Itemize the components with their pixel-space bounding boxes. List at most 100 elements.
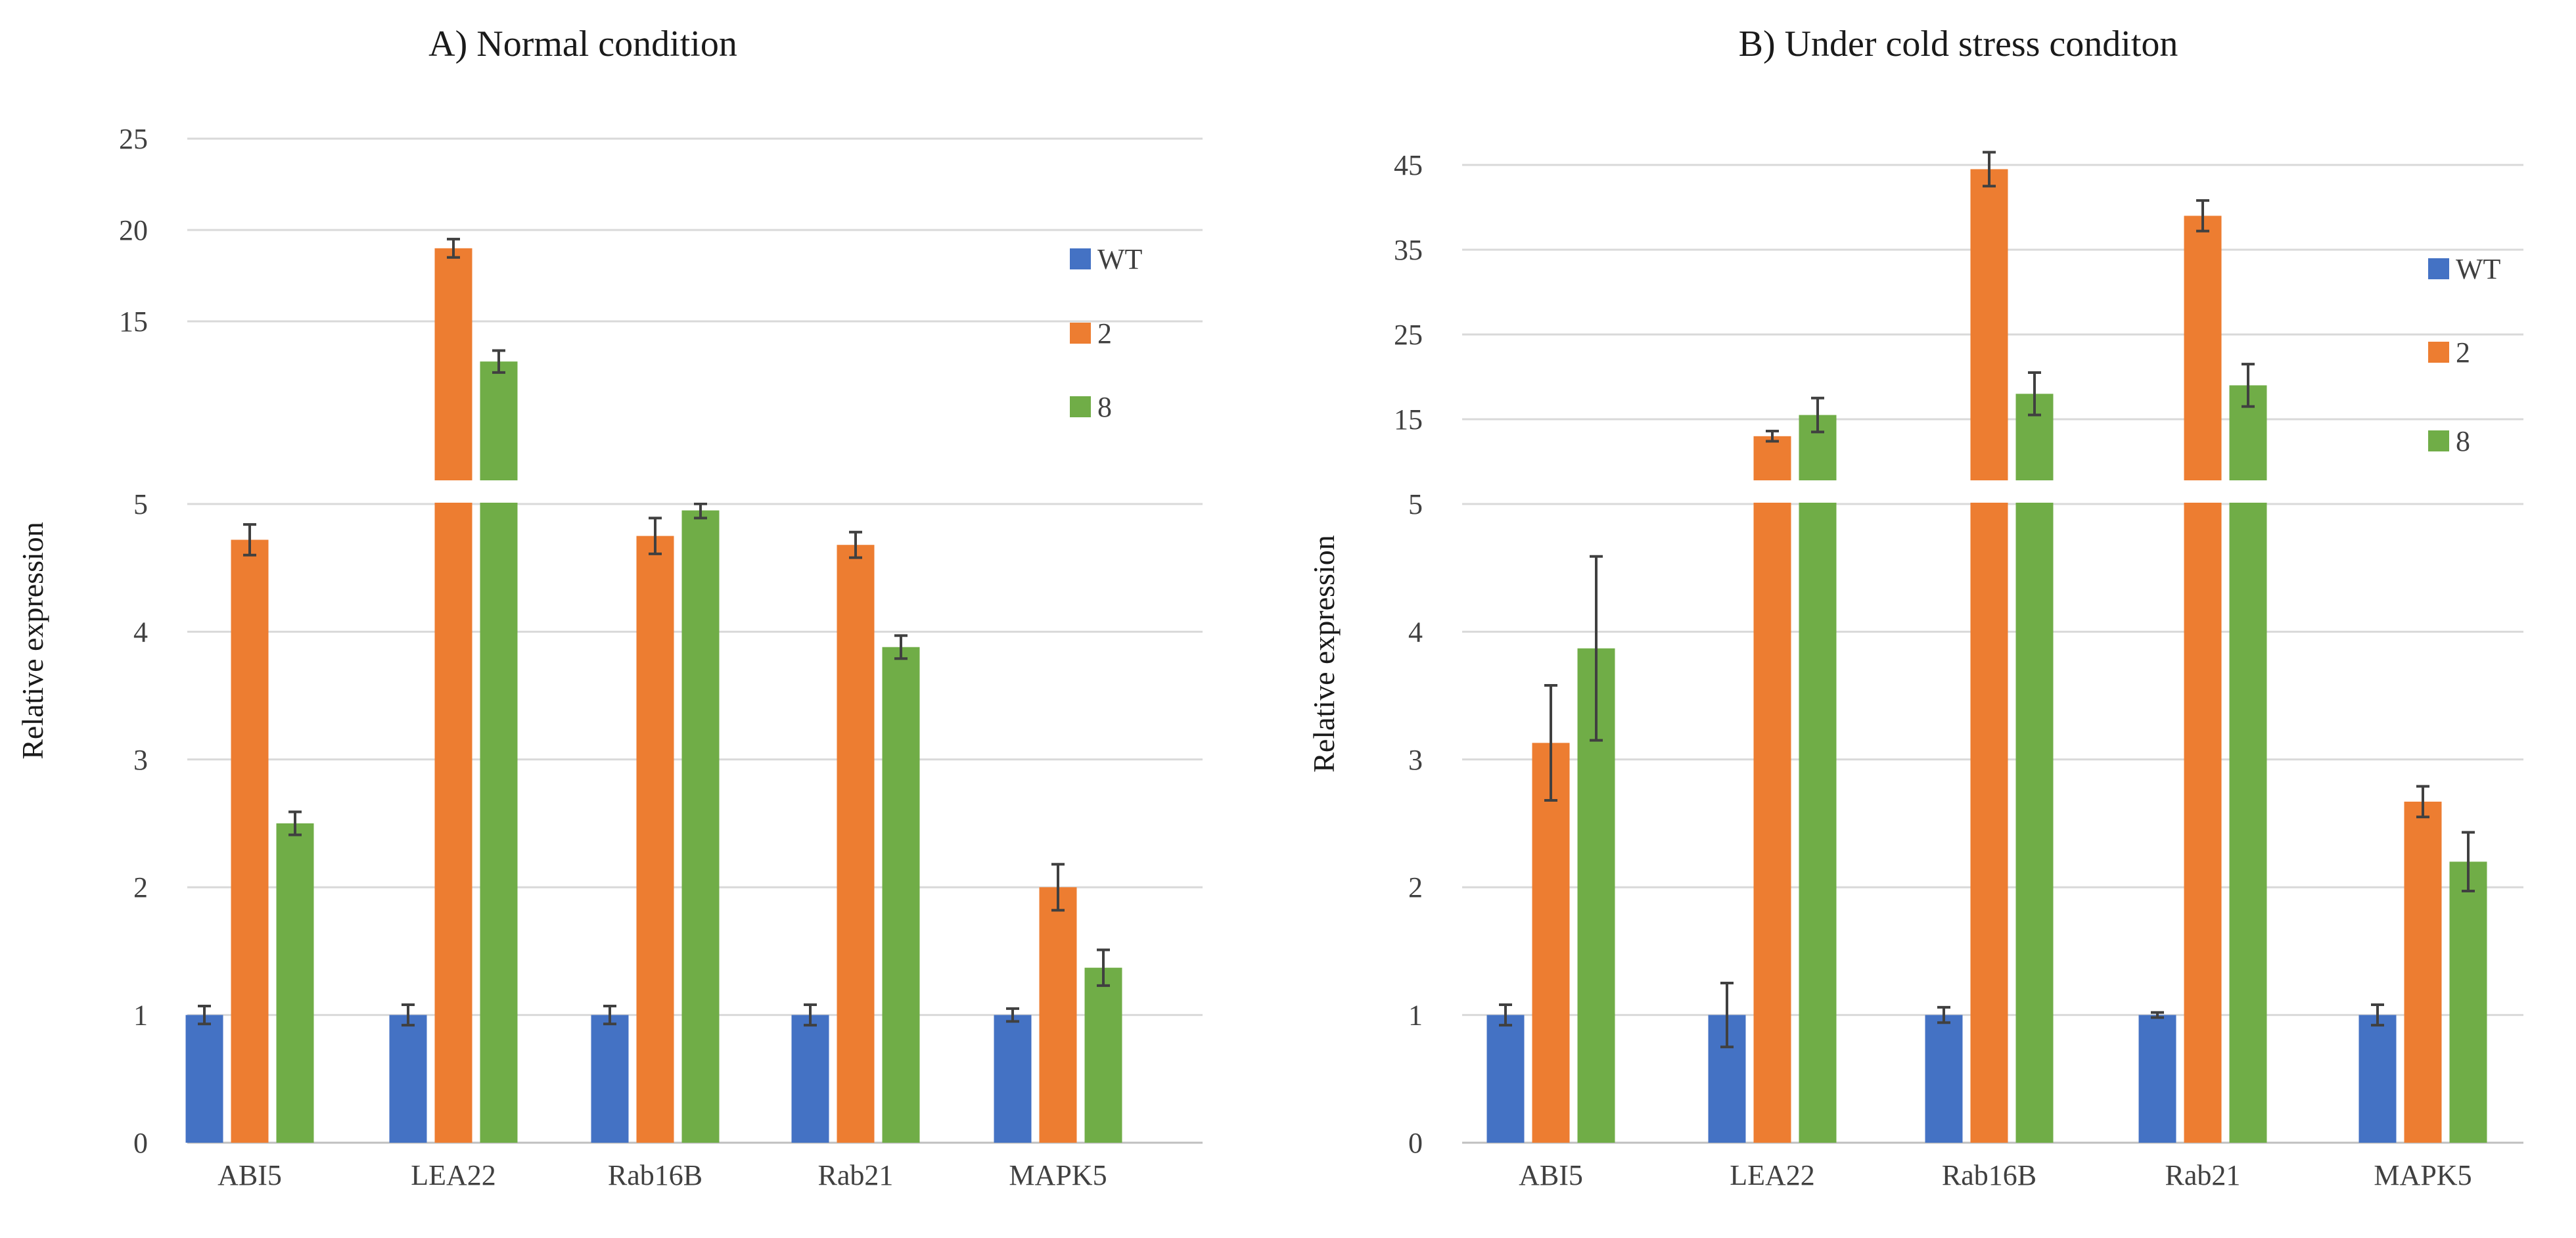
bar-rab16b-wt xyxy=(591,1015,629,1143)
bar-lea22-8 xyxy=(1799,415,1837,1143)
bar-lea22-8 xyxy=(480,361,518,1143)
x-tick-label: Rab16B xyxy=(608,1159,702,1191)
error-bar xyxy=(1097,948,1110,987)
legend-swatch xyxy=(1070,396,1091,417)
x-tick-label: ABI5 xyxy=(1519,1159,1583,1191)
legend-label: 8 xyxy=(2456,425,2470,457)
error-bar xyxy=(2462,831,2475,893)
error-bar xyxy=(243,523,256,557)
bar-mapk5-wt xyxy=(2358,1015,2397,1143)
legend-swatch xyxy=(2428,258,2449,279)
y-tick-label: 5 xyxy=(1408,488,1423,520)
x-tick-label: Rab21 xyxy=(2165,1159,2241,1191)
bar-lea22-2 xyxy=(1753,436,1791,1143)
legend-swatch xyxy=(2428,342,2449,363)
y-tick-label: 25 xyxy=(1394,319,1423,351)
error-bar xyxy=(2242,363,2255,408)
chart-title: A) Normal condition xyxy=(428,24,737,64)
bar-lea22-2 xyxy=(434,248,472,1143)
x-tick-label: Rab21 xyxy=(818,1159,894,1191)
error-bar xyxy=(1937,1005,1950,1024)
bar-rab21-2 xyxy=(837,545,875,1143)
bar-mapk5-8 xyxy=(2449,861,2487,1143)
bar-mapk5-2 xyxy=(2404,801,2442,1143)
legend-label: 2 xyxy=(1097,317,1112,350)
x-tick-label: Rab16B xyxy=(1942,1159,2036,1191)
bar-rab16b-wt xyxy=(1925,1015,1963,1143)
bar-rab21-8 xyxy=(882,647,920,1143)
y-tick-label: 25 xyxy=(119,123,148,155)
x-tick-label: MAPK5 xyxy=(2374,1159,2472,1191)
y-tick-label: 2 xyxy=(1408,871,1423,904)
error-bar xyxy=(1544,684,1557,802)
error-bar xyxy=(2371,1003,2384,1027)
chart-title: B) Under cold stress conditon xyxy=(1739,24,2178,64)
y-tick-label: 0 xyxy=(1408,1127,1423,1159)
y-tick-label: 4 xyxy=(133,616,148,648)
legend-label: 2 xyxy=(2456,336,2470,369)
error-bar xyxy=(1811,396,1824,434)
error-bar xyxy=(2151,1011,2164,1019)
error-bar xyxy=(198,1004,211,1026)
x-tick-label: ABI5 xyxy=(218,1159,282,1191)
y-tick-label: 2 xyxy=(133,871,148,904)
bar-abi5-8 xyxy=(276,823,314,1143)
error-bar xyxy=(694,502,707,520)
error-bar xyxy=(804,1003,817,1027)
legend-swatch xyxy=(2428,430,2449,451)
error-bar xyxy=(894,634,908,660)
error-bar xyxy=(1983,150,1996,188)
legend-label: WT xyxy=(1097,243,1143,275)
y-tick-label: 1 xyxy=(1408,999,1423,1032)
error-bar xyxy=(1006,1007,1019,1023)
error-bar xyxy=(849,530,862,559)
y-tick-label: 15 xyxy=(1394,403,1423,436)
x-tick-label: LEA22 xyxy=(1730,1159,1815,1191)
legend-label: WT xyxy=(2456,253,2501,285)
error-bar xyxy=(1590,555,1603,742)
y-tick-label: 20 xyxy=(119,214,148,246)
y-tick-label: 45 xyxy=(1394,149,1423,181)
bar-mapk5-8 xyxy=(1084,967,1122,1143)
y-axis-label: Relative expression xyxy=(16,522,49,760)
bar-abi5-wt xyxy=(1486,1015,1525,1143)
y-tick-label: 4 xyxy=(1408,616,1423,648)
legend-swatch xyxy=(1070,248,1091,269)
error-bar xyxy=(2196,199,2209,233)
bar-rab16b-2 xyxy=(1970,169,2008,1143)
y-axis-label: Relative expression xyxy=(1307,535,1341,773)
y-tick-label: 15 xyxy=(119,306,148,338)
error-bar xyxy=(1720,982,1734,1049)
error-bar xyxy=(1766,430,1779,443)
legend-swatch xyxy=(1070,323,1091,344)
y-tick-label: 3 xyxy=(1408,744,1423,776)
bar-lea22-wt xyxy=(389,1015,427,1143)
error-bar xyxy=(649,516,662,555)
y-tick-label: 1 xyxy=(133,999,148,1032)
bar-mapk5-2 xyxy=(1039,887,1077,1143)
y-tick-label: 0 xyxy=(133,1127,148,1159)
error-bar xyxy=(288,810,302,837)
bar-abi5-2 xyxy=(1532,743,1570,1143)
x-tick-label: MAPK5 xyxy=(1009,1159,1107,1191)
error-bar xyxy=(447,237,460,259)
error-bar xyxy=(2416,785,2429,819)
bar-abi5-2 xyxy=(231,539,269,1143)
error-bar xyxy=(603,1004,616,1026)
error-bar xyxy=(1051,863,1065,912)
error-bar xyxy=(402,1003,415,1027)
x-tick-label: LEA22 xyxy=(411,1159,496,1191)
bar-abi5-wt xyxy=(185,1015,223,1143)
bar-rab16b-8 xyxy=(2015,394,2054,1143)
bar-rab16b-2 xyxy=(636,536,674,1143)
bar-rab21-2 xyxy=(2184,216,2222,1143)
y-tick-label: 35 xyxy=(1394,234,1423,266)
error-bar xyxy=(492,349,505,374)
error-bar xyxy=(1499,1003,1512,1027)
axis-break-gap xyxy=(1459,480,2527,503)
bar-rab21-wt xyxy=(2138,1015,2176,1143)
error-bar xyxy=(2028,371,2041,417)
axis-break-gap xyxy=(184,480,1206,503)
